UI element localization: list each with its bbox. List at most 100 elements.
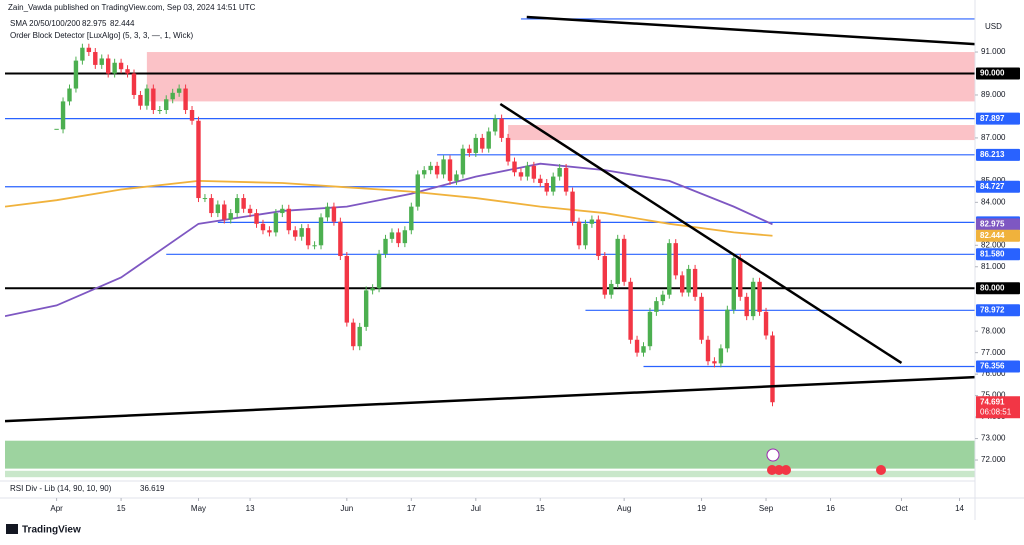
candle [267,230,272,233]
y-tick-label: 76.000 [981,369,1006,378]
y-tick-label: 75.000 [981,391,1006,400]
candle [725,309,730,349]
candle [112,62,117,74]
candle [131,73,137,95]
candle [202,198,208,200]
candle [228,213,233,220]
y-tick-label: 72.000 [981,455,1006,464]
candle [563,167,569,192]
candle [415,174,420,207]
candle [602,256,608,295]
countdown: 06:08:51 [980,407,1012,416]
sma-legend-value: 82.975 [82,19,107,28]
candle [305,228,311,246]
level-label: 86.213 [980,150,1005,159]
candle [770,335,775,403]
x-tick-label: Sep [759,504,774,513]
event-icon[interactable] [766,448,780,462]
y-tick-label: 84.000 [981,197,1006,206]
y-tick-label: 89.000 [981,90,1006,99]
candle [125,69,130,74]
x-tick-label: 14 [955,504,964,513]
candle [60,101,66,130]
candle [428,165,433,171]
x-tick-label: 13 [246,504,255,513]
candle [570,191,575,222]
candle [363,290,369,327]
level-label: 81.580 [980,249,1005,258]
event-icon[interactable] [781,465,791,475]
candle [538,178,543,184]
candle [647,311,653,347]
level-label-box [976,148,1020,161]
sma-legend: SMA 20/50/100/200 [10,19,81,28]
x-tick-label: Aug [617,504,631,513]
candle [331,206,337,222]
candle [454,174,459,181]
candle [492,118,498,132]
level-label: 87.897 [980,114,1005,123]
candle [583,223,588,246]
candle [338,221,343,257]
candle [325,206,330,218]
candle [705,339,711,362]
x-tick-label: Jul [471,504,481,513]
x-tick-label: May [191,504,206,513]
x-tick-label: 17 [407,504,416,513]
candle [215,204,221,214]
currency: USD [985,22,1002,31]
level-label: 90.000 [980,69,1005,78]
y-tick-label: 77.000 [981,348,1006,357]
candle [376,253,382,289]
level-label-box [976,282,1020,295]
candle [383,238,388,254]
event-icon[interactable] [876,465,886,475]
candle [351,322,356,347]
x-tick-label: 15 [117,504,126,513]
sma-line [5,162,773,318]
candle [273,213,279,233]
candle [692,268,698,297]
candle [93,52,98,65]
level-label-box [976,360,1020,373]
y-tick-label: 73.000 [981,434,1006,443]
candle [660,294,666,302]
candle [467,148,472,153]
candle [299,228,304,237]
candle [170,92,175,100]
level-label-box [976,112,1020,125]
candle [757,281,762,312]
y-tick-label: 87.000 [981,133,1006,142]
rsi-legend: RSI Div - Lib (14, 90, 10, 90) [10,484,112,493]
y-tick-label: 82.000 [981,240,1006,249]
candle [183,88,188,111]
event-icon[interactable] [767,465,777,475]
candle [105,58,111,74]
rsi-value: 36.619 [140,484,165,493]
candle [196,120,201,199]
candle [157,110,162,112]
candle [525,165,530,177]
candle [54,128,59,130]
level-label-box [976,304,1020,317]
candle [718,348,724,364]
candle [222,204,227,220]
price-label-box [976,396,1020,419]
candle [486,131,491,149]
event-icon[interactable] [774,465,784,475]
sma-legend-value: 82.444 [110,19,135,28]
candle [744,296,749,317]
y-tick-label: 91.000 [981,47,1006,56]
candle [80,47,85,61]
candle [699,296,704,340]
candle [505,137,511,162]
candle [234,198,240,214]
candle [667,243,672,295]
sma-line [5,179,773,237]
candle [370,288,375,291]
candle [460,148,466,175]
candle [209,198,214,214]
level-label: 80.000 [980,283,1005,292]
